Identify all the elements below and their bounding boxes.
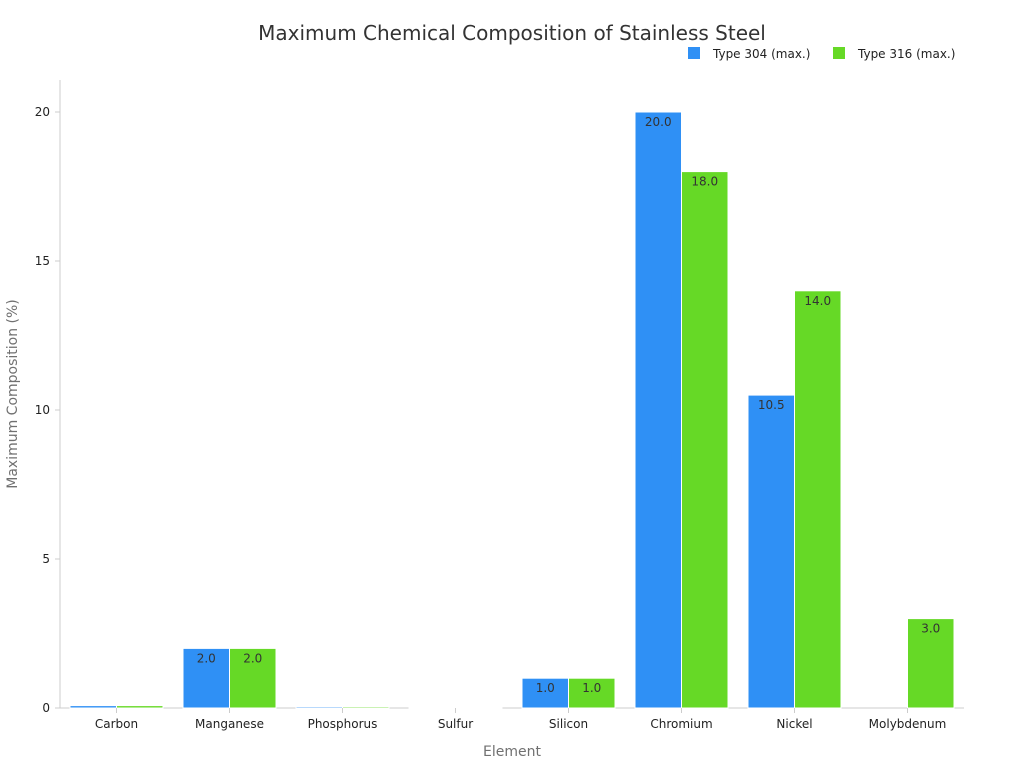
x-tick-label: Nickel (776, 717, 812, 731)
bar-value-label: 14.0 (804, 294, 831, 308)
y-tick-label: 5 (42, 552, 50, 566)
legend: Type 304 (max.) Type 316 (max.) (688, 47, 955, 61)
bar (747, 394, 795, 709)
bar (794, 290, 842, 709)
bar-value-label: 10.5 (758, 398, 785, 412)
bar-value-label: 20.0 (645, 115, 672, 129)
bar (681, 171, 729, 709)
bar (182, 647, 230, 709)
bar (116, 705, 164, 709)
bar (69, 705, 117, 709)
legend-label: Type 316 (max.) (857, 47, 955, 61)
bar (455, 706, 503, 709)
bar (521, 677, 569, 709)
bar (634, 111, 682, 709)
bar (568, 677, 616, 709)
bar (229, 647, 277, 709)
bar (342, 706, 390, 709)
bar-value-label: 3.0 (921, 622, 940, 636)
x-tick-label: Molybdenum (869, 717, 947, 731)
x-tick-label: Chromium (650, 717, 712, 731)
legend-label: Type 304 (max.) (712, 47, 810, 61)
bar-value-label: 2.0 (197, 651, 216, 665)
bar-value-label: 18.0 (691, 175, 718, 189)
bar-value-label: 1.0 (536, 681, 555, 695)
bar (408, 706, 456, 709)
x-tick-label: Sulfur (438, 717, 473, 731)
y-tick-label: 0 (42, 701, 50, 715)
y-tick-label: 10 (35, 403, 50, 417)
bar-value-label: 1.0 (582, 681, 601, 695)
x-axis-title: Element (483, 744, 541, 760)
bar (295, 706, 343, 709)
chart-title: Maximum Chemical Composition of Stainles… (258, 21, 766, 45)
bars (69, 111, 955, 709)
legend-swatch (688, 47, 700, 59)
x-tick-label: Manganese (195, 717, 264, 731)
x-tick-label: Phosphorus (308, 717, 378, 731)
x-axis-ticks: Carbon Manganese Phosphorus Sulfur Silicon Ch… (95, 708, 946, 731)
bar-value-label: 2.0 (243, 651, 262, 665)
x-tick-label: Carbon (95, 717, 138, 731)
bar (907, 618, 955, 709)
y-tick-label: 15 (35, 254, 50, 268)
y-axis-title: Maximum Composition (%) (5, 299, 21, 489)
x-tick-label: Silicon (549, 717, 588, 731)
bar-labels: 2.0 2.0 1.0 1.0 20.0 18.0 10.5 14.0 3.0 (197, 115, 941, 695)
y-axis-ticks: 0 5 10 15 20 (35, 105, 60, 715)
legend-swatch (833, 47, 845, 59)
y-tick-label: 20 (35, 105, 50, 119)
